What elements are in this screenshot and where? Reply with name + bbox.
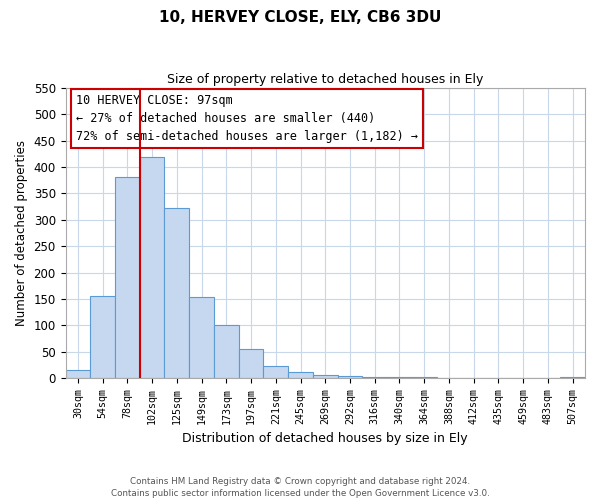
Bar [560,377,585,378]
Bar [90,296,115,378]
Bar [313,376,338,378]
Bar [263,366,288,378]
Bar [164,208,189,378]
Text: 10 HERVEY CLOSE: 97sqm
← 27% of detached houses are smaller (440)
72% of semi-de: 10 HERVEY CLOSE: 97sqm ← 27% of detached… [76,94,418,143]
Bar [338,376,362,378]
Bar [214,325,239,378]
Title: Size of property relative to detached houses in Ely: Size of property relative to detached ho… [167,72,484,86]
Bar [239,349,263,378]
Bar [115,176,140,378]
Y-axis label: Number of detached properties: Number of detached properties [15,140,28,326]
Bar [189,298,214,378]
Text: Contains HM Land Registry data © Crown copyright and database right 2024.
Contai: Contains HM Land Registry data © Crown c… [110,476,490,498]
Text: 10, HERVEY CLOSE, ELY, CB6 3DU: 10, HERVEY CLOSE, ELY, CB6 3DU [159,10,441,25]
Bar [65,370,90,378]
X-axis label: Distribution of detached houses by size in Ely: Distribution of detached houses by size … [182,432,468,445]
Bar [140,156,164,378]
Bar [362,377,387,378]
Bar [288,372,313,378]
